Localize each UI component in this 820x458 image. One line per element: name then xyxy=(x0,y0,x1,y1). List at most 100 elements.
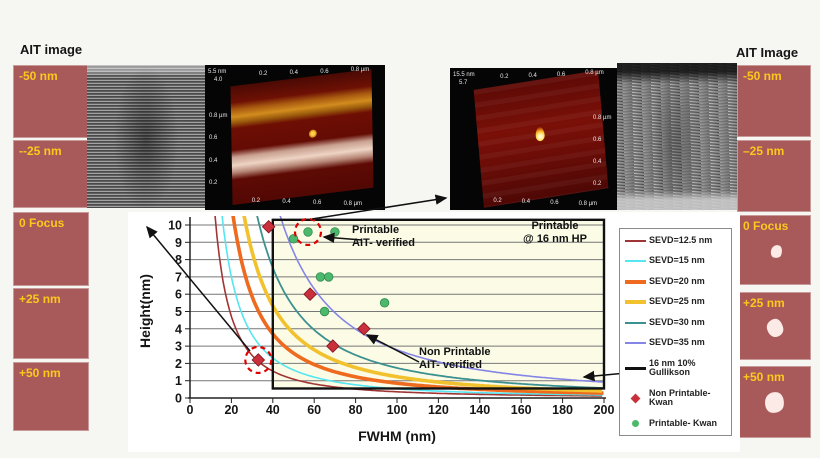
right-focus-box-+25nm: +25 nm xyxy=(737,292,811,360)
highlight-circle xyxy=(244,345,273,375)
afm-axis-tick: 0.6 xyxy=(550,200,559,206)
afm-axis-tick: 0.2 xyxy=(259,71,268,77)
legend-item: 16 nm 10% Gullikson xyxy=(625,358,727,378)
afm-axis-tick: 0.4 xyxy=(209,157,218,164)
legend-label: SEVD=20 nm xyxy=(649,275,705,286)
afm-scale-value: 4.0 xyxy=(214,77,223,83)
annotation-printable-ait-verified: Printable AIT- verified xyxy=(352,224,415,249)
focus-label: –25 nm xyxy=(743,144,785,158)
focus-label: +25 nm xyxy=(19,292,61,306)
afm-axis-tick: 0.8 µm xyxy=(209,112,228,119)
svg-text:100: 100 xyxy=(387,403,408,417)
left-focus-box-0focus: 0 Focus xyxy=(13,212,89,286)
point-non-printable xyxy=(357,322,371,336)
afm-axis-tick: 0.8 µm xyxy=(350,67,370,74)
afm-axis-tick: 0.2 xyxy=(593,180,602,187)
legend-line-swatch xyxy=(625,341,646,344)
right-focus-box--25nm: –25 nm xyxy=(737,140,811,212)
chart-legend: SEVD=12.5 nm SEVD=15 nm SEVD=20 nm SEVD=25 … xyxy=(619,228,732,436)
legend-item: SEVD=35 nm xyxy=(625,337,727,348)
afm-axis-tick: 0.4 xyxy=(521,199,531,205)
annotation-line: @ 16 nm HP xyxy=(523,232,587,245)
focus-label: 0 Focus xyxy=(743,219,789,233)
annotation-line: AIT- verified xyxy=(419,358,482,371)
afm-axis-tick: 0.2 xyxy=(493,198,502,204)
legend-item: Non Printable- Kwan xyxy=(625,388,727,408)
legend-label: SEVD=12.5 nm xyxy=(649,235,713,245)
axis-labels: 0 20 40 60 80 100 120 140 160 180 200 0 1 2 3 4 5 6 7 8 9 10 F… xyxy=(137,219,614,445)
svg-text:20: 20 xyxy=(224,403,238,417)
left-focus-box-+50nm: +50 nm xyxy=(13,362,89,431)
legend-label: SEVD=25 nm xyxy=(649,296,705,307)
legend-line-swatch xyxy=(625,239,646,242)
afm-axis-tick: 0.4 xyxy=(528,72,537,79)
annotation-line: AIT- verified xyxy=(352,236,415,249)
legend-item: SEVD=12.5 nm xyxy=(625,235,727,246)
svg-text:10: 10 xyxy=(168,219,182,233)
svg-text:8: 8 xyxy=(175,253,182,267)
left-focus-box-+25nm: +25 nm xyxy=(13,288,89,359)
focus-label: --25 nm xyxy=(19,144,62,158)
annotation-printable-16nm-hp: Printable @ 16 nm HP xyxy=(511,220,599,245)
left-afm-image: 5.5 nm 4.0 0.2 0.4 0.6 0.8 µm 0.2 0.4 0.6 0.8 µ… xyxy=(205,65,385,210)
curve-SEVD=15 nm xyxy=(221,216,603,396)
afm-axis-tick: 0.4 xyxy=(282,199,291,205)
svg-text:3: 3 xyxy=(175,340,182,354)
left-focus-box--25nm: --25 nm xyxy=(13,140,89,208)
legend-item: SEVD=30 nm xyxy=(625,316,727,328)
axes xyxy=(185,217,606,403)
right-focus-box--50nm: -50 nm xyxy=(737,65,811,137)
legend-label: Printable- Kwan xyxy=(649,417,718,428)
point-non-printable xyxy=(251,353,266,367)
afm-scale-max: 5.5 nm xyxy=(208,69,227,75)
legend-label: SEVD=30 nm xyxy=(649,316,705,327)
svg-text:80: 80 xyxy=(349,403,363,417)
svg-text:140: 140 xyxy=(469,403,490,417)
afm-axis-tick: 0.8 µm xyxy=(578,201,598,207)
legend-item: SEVD=20 nm xyxy=(625,275,727,287)
point-non-printable xyxy=(303,287,317,301)
highlight-circle xyxy=(293,217,323,247)
svg-text:1: 1 xyxy=(175,374,182,388)
point-non-printable xyxy=(326,339,340,353)
afm-axis-tick: 0.6 xyxy=(556,71,566,78)
focus-label: -50 nm xyxy=(19,69,58,83)
svg-text:40: 40 xyxy=(266,403,280,417)
focus-label: +50 nm xyxy=(19,366,61,380)
afm-scale-max: 15.5 nm xyxy=(453,72,475,78)
svg-text:60: 60 xyxy=(307,403,321,417)
legend-line-swatch xyxy=(625,279,646,284)
point-printable xyxy=(303,227,313,237)
annotation-line: Printable xyxy=(352,224,400,236)
afm-axis-tick: 0.6 xyxy=(313,200,322,206)
focus-label: +50 nm xyxy=(743,370,785,384)
afm-axis-tick: 0.6 xyxy=(209,135,218,142)
point-printable xyxy=(379,298,390,308)
svg-text:9: 9 xyxy=(175,236,182,250)
legend-label: SEVD=35 nm xyxy=(649,337,705,348)
curve-SEVD=12.5 nm xyxy=(214,216,603,397)
svg-text:5: 5 xyxy=(175,305,182,319)
afm-axis-tick: 0.6 xyxy=(320,68,329,75)
afm-axis-tick: 0.4 xyxy=(289,69,298,76)
legend-item: SEVD=15 nm xyxy=(625,256,727,266)
legend-line-swatch xyxy=(625,321,646,324)
left-column-title: AIT image xyxy=(20,42,83,57)
afm-axis-tick: 0.2 xyxy=(251,198,261,204)
legend-item: Printable- Kwan xyxy=(625,417,727,429)
afm-axis-tick: 0.8 µm xyxy=(593,114,612,121)
svg-text:0: 0 xyxy=(175,392,182,406)
annotation-line: Non Printable xyxy=(419,346,491,358)
svg-text:6: 6 xyxy=(175,288,182,302)
svg-text:180: 180 xyxy=(552,403,573,417)
afm-axis-tick: 0.4 xyxy=(593,158,602,165)
curve-SEVD=30 nm xyxy=(256,216,603,389)
curve-SEVD=20 nm xyxy=(231,216,604,395)
x-axis-title: FWHM (nm) xyxy=(358,428,436,444)
legend-item: SEVD=25 nm xyxy=(625,297,727,307)
point-printable xyxy=(288,234,299,244)
point-non-printable xyxy=(261,219,276,234)
curve-SEVD=35 nm xyxy=(279,216,603,383)
